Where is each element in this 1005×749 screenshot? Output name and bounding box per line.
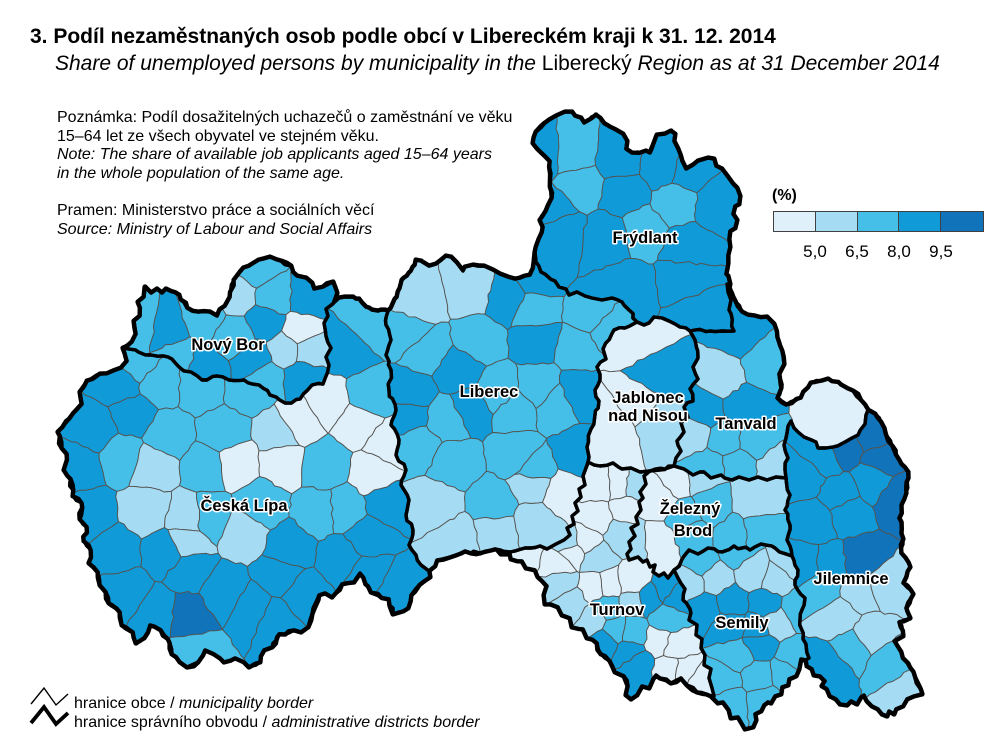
svg-text:Brod: Brod <box>674 522 713 540</box>
svg-text:Jablonec: Jablonec <box>612 389 684 407</box>
svg-text:Tanvald: Tanvald <box>715 415 776 433</box>
svg-text:Nový Bor: Nový Bor <box>191 336 265 354</box>
svg-text:Turnov: Turnov <box>590 601 646 619</box>
svg-text:Česká Lípa: Česká Lípa <box>200 496 288 515</box>
svg-text:Jilemnice: Jilemnice <box>813 570 888 588</box>
svg-text:Železný: Železný <box>660 499 721 518</box>
svg-text:Semily: Semily <box>715 614 769 632</box>
svg-text:Frýdlant: Frýdlant <box>612 229 678 247</box>
svg-text:nad Nisou: nad Nisou <box>608 407 688 425</box>
svg-text:Liberec: Liberec <box>460 383 519 401</box>
